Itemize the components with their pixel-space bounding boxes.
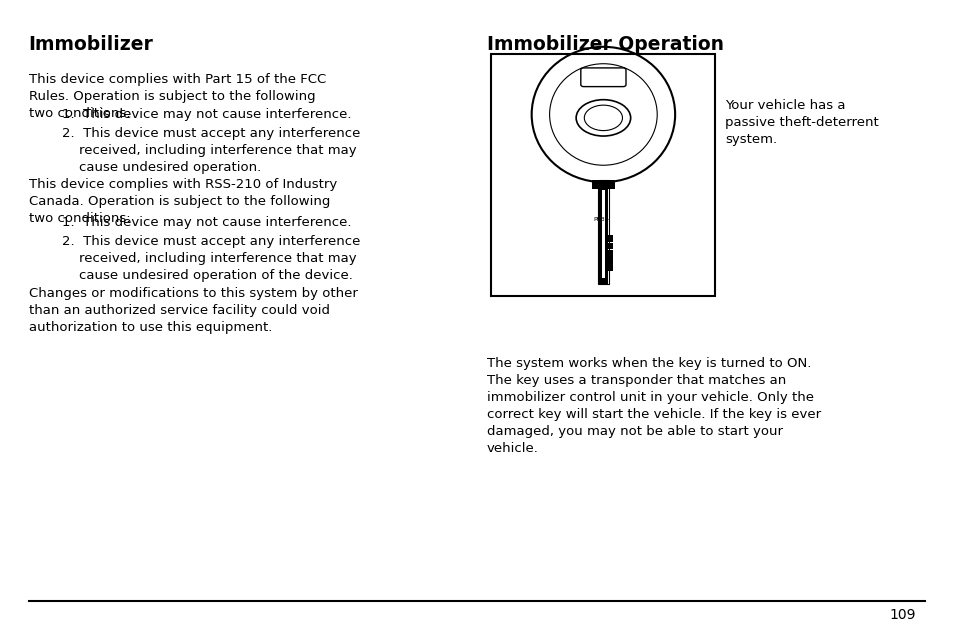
Bar — [592, 180, 614, 190]
Text: Immobilizer: Immobilizer — [29, 35, 153, 54]
Text: PK3+: PK3+ — [593, 217, 610, 222]
Text: 1.  This device may not cause interference.: 1. This device may not cause interferenc… — [62, 216, 351, 229]
Text: The system works when the key is turned to ON.
The key uses a transponder that m: The system works when the key is turned … — [486, 357, 820, 455]
Text: Immobilizer Operation: Immobilizer Operation — [486, 35, 722, 54]
Text: Your vehicle has a
passive theft-deterrent
system.: Your vehicle has a passive theft-deterre… — [724, 99, 878, 146]
Bar — [607, 242, 613, 249]
Bar — [598, 180, 608, 284]
Text: 2.  This device must accept any interference
    received, including interferenc: 2. This device must accept any interfere… — [62, 235, 360, 282]
Bar — [607, 257, 613, 264]
Bar — [598, 180, 607, 284]
Bar — [607, 250, 613, 257]
Text: 109: 109 — [888, 608, 915, 622]
Text: This device complies with RSS-210 of Industry
Canada. Operation is subject to th: This device complies with RSS-210 of Ind… — [29, 178, 336, 225]
Bar — [607, 235, 613, 242]
Text: Changes or modifications to this system by other
than an authorized service faci: Changes or modifications to this system … — [29, 287, 357, 335]
Bar — [607, 265, 613, 271]
Bar — [491, 54, 715, 296]
Text: 1.  This device may not cause interference.: 1. This device may not cause interferenc… — [62, 108, 351, 121]
Text: 2.  This device must accept any interference
    received, including interferenc: 2. This device must accept any interfere… — [62, 127, 360, 174]
Bar — [601, 190, 604, 279]
Text: This device complies with Part 15 of the FCC
Rules. Operation is subject to the : This device complies with Part 15 of the… — [29, 73, 326, 120]
